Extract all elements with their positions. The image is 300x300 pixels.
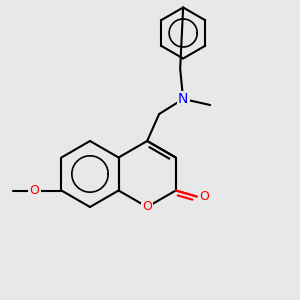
Text: O: O bbox=[199, 190, 209, 203]
Text: N: N bbox=[178, 92, 188, 106]
Text: O: O bbox=[29, 184, 39, 197]
Text: O: O bbox=[142, 200, 152, 214]
